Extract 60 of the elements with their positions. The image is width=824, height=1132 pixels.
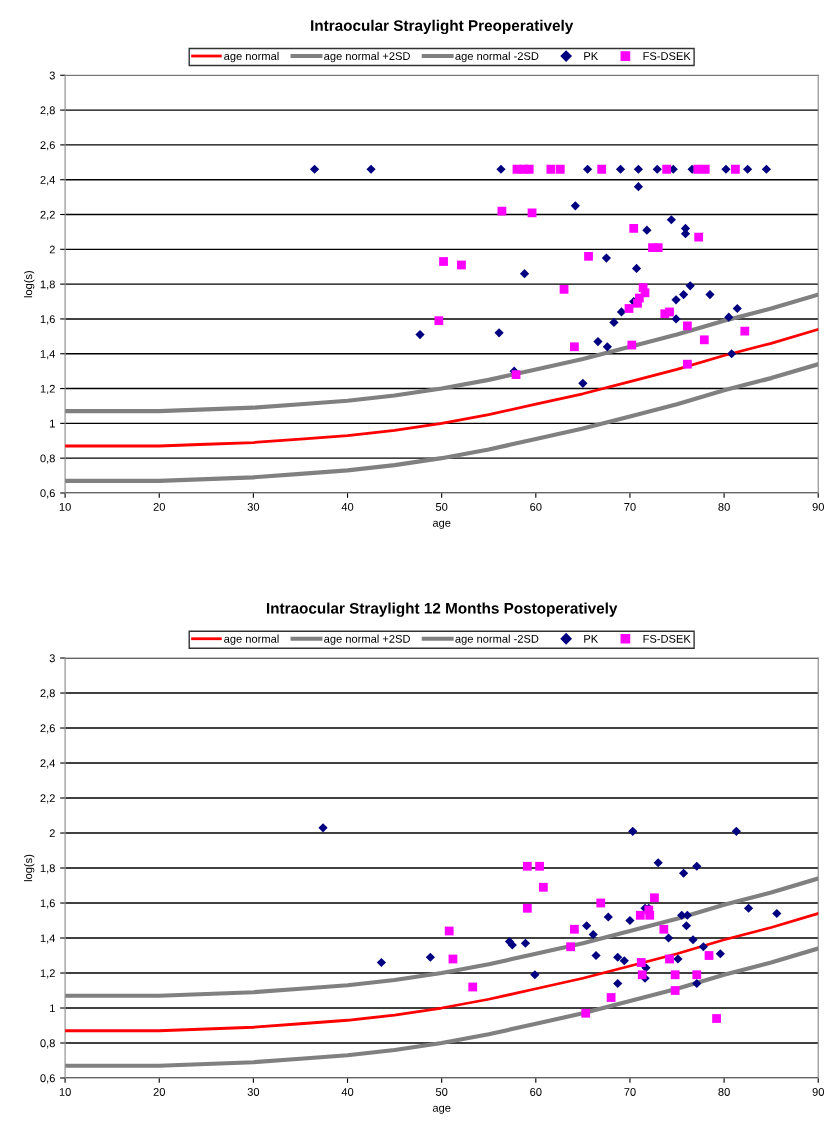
y-tick-label: 1,8 — [40, 280, 55, 290]
y-tick-label: 2,8 — [40, 106, 55, 116]
chart-title: Intraocular Straylight Preoperatively — [311, 19, 574, 35]
y-tick-label: 1,6 — [40, 899, 55, 909]
legend-label: FS-DSEK — [643, 52, 691, 61]
x-axis-title: age — [432, 1105, 451, 1114]
y-tick-label: 1 — [50, 419, 55, 428]
y-tick-label: 1,4 — [40, 934, 56, 944]
x-tick-label: 30 — [247, 1088, 260, 1096]
x-tick-label: 10 — [59, 503, 71, 511]
y-tick-label: 1 — [50, 1004, 55, 1013]
x-tick-label: 50 — [435, 503, 448, 511]
x-tick-label: 90 — [812, 503, 824, 511]
y-tick-label: 0,6 — [40, 1074, 55, 1084]
legend-label: FS-DSEK — [643, 634, 691, 643]
x-tick-label: 60 — [530, 503, 542, 511]
x-tick-label: 40 — [341, 503, 354, 511]
x-tick-label: 20 — [153, 1088, 165, 1096]
y-axis-title: log(s) — [24, 854, 35, 882]
x-tick-label: 80 — [718, 1088, 730, 1096]
y-tick-label: 1,4 — [40, 350, 56, 360]
y-tick-label: 2,6 — [40, 141, 55, 151]
y-tick-label: 0,8 — [40, 454, 55, 464]
x-tick-label: 30 — [247, 503, 260, 511]
y-tick-label: 1,2 — [40, 384, 55, 395]
y-tick-label: 2,2 — [40, 210, 55, 220]
y-tick-label: 1,6 — [40, 315, 55, 325]
y-tick-label: 1,8 — [40, 864, 55, 874]
x-tick-label: 90 — [812, 1088, 824, 1096]
legend-label: age normal — [224, 634, 279, 645]
y-tick-label: 0,6 — [40, 489, 55, 499]
x-tick-label: 70 — [624, 1088, 636, 1096]
legend-label: PK — [584, 52, 599, 60]
y-tick-label: 2 — [49, 829, 55, 838]
chart-title: Intraocular Straylight 12 Months Postoperatively — [266, 602, 618, 617]
x-tick-label: 80 — [718, 503, 730, 511]
y-tick-label: 2,4 — [40, 175, 56, 186]
x-tick-label: 60 — [530, 1088, 542, 1096]
legend-label: age normal -2SD — [455, 51, 539, 63]
y-tick-label: 2,8 — [40, 689, 55, 699]
y-tick-label: 1,2 — [40, 969, 55, 979]
y-tick-label: 3 — [49, 654, 55, 663]
legend-label: age normal -2SD — [455, 634, 539, 645]
x-tick-label: 50 — [435, 1088, 448, 1096]
y-tick-label: 0,8 — [40, 1039, 55, 1049]
x-tick-label: 10 — [59, 1088, 71, 1096]
y-tick-label: 3 — [49, 71, 55, 80]
legend-label: age normal +2SD — [324, 634, 410, 645]
x-tick-label: 20 — [153, 503, 165, 511]
legend-label: age normal — [224, 51, 279, 63]
legend-label: PK — [584, 634, 599, 643]
y-axis-title: log(s) — [24, 270, 35, 298]
y-tick-label: 2,2 — [40, 794, 55, 804]
x-axis-title: age — [432, 520, 451, 529]
y-tick-label: 2,6 — [40, 724, 55, 734]
y-tick-label: 2,4 — [40, 759, 56, 769]
x-tick-label: 40 — [341, 1088, 354, 1096]
x-tick-label: 70 — [624, 503, 636, 511]
y-tick-label: 2 — [49, 245, 55, 254]
legend-label: age normal +2SD — [324, 51, 410, 63]
